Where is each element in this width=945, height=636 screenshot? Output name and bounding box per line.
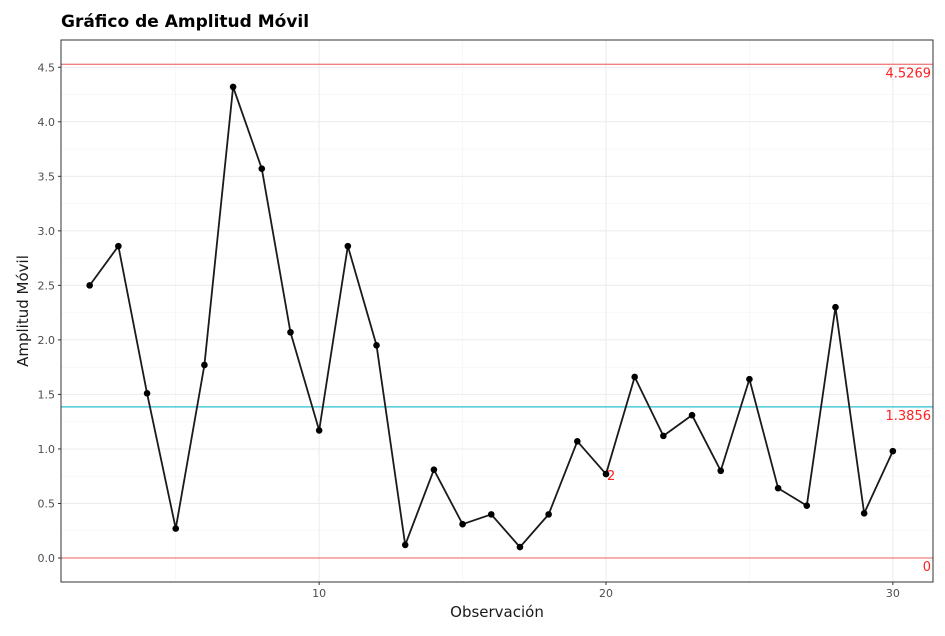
data-point	[688, 411, 696, 419]
chart-title: Gráfico de Amplitud Móvil	[61, 12, 309, 32]
y-axis-title: Amplitud Móvil	[14, 255, 32, 367]
y-tick-label: 4.0	[38, 116, 56, 129]
y-tick-label: 4.5	[38, 61, 56, 74]
reference-line-label: 0	[923, 560, 931, 575]
data-point	[430, 466, 438, 473]
data-point	[344, 242, 352, 250]
y-tick-label: 3.5	[38, 170, 56, 183]
reference-lines	[61, 63, 933, 559]
y-tick-label: 1.5	[38, 388, 56, 401]
data-point	[115, 242, 122, 250]
y-tick-label: 3.0	[38, 225, 56, 238]
data-point	[487, 511, 495, 518]
y-tick-label: 0.5	[38, 497, 56, 510]
data-point	[315, 427, 323, 434]
data-point	[143, 390, 151, 397]
data-point	[574, 438, 581, 445]
series-line	[88, 86, 894, 549]
data-point	[201, 361, 208, 369]
data-point	[774, 484, 782, 492]
y-tick-label: 2.5	[38, 279, 56, 292]
data-point	[660, 432, 667, 440]
x-tick-label: 20	[599, 587, 613, 600]
y-tick-label: 1.0	[38, 443, 56, 456]
reference-line-label: 1.3856	[886, 409, 932, 424]
data-point	[889, 447, 897, 455]
data-point	[631, 373, 638, 381]
data-point	[602, 470, 610, 478]
grid-layer	[61, 40, 933, 582]
data-point	[258, 165, 266, 172]
series-layer	[86, 83, 897, 551]
data-point	[803, 502, 811, 509]
axis-layer: 0.0 0.5 1.0 1.5 2.0 2.5 3.0 3.5 4.0 4.5 10 20 30	[38, 61, 900, 600]
data-point	[717, 467, 725, 475]
point-annotation: 2	[607, 469, 615, 484]
data-point	[832, 303, 839, 311]
x-axis-title: Observación	[450, 603, 544, 621]
data-point	[86, 282, 93, 289]
data-point	[516, 543, 524, 551]
y-tick-label: 0.0	[38, 552, 56, 565]
x-tick-label: 10	[312, 587, 326, 600]
x-tick-label: 30	[886, 587, 900, 600]
y-tick-label: 2.0	[38, 334, 56, 347]
data-point	[229, 83, 237, 91]
data-point	[746, 375, 753, 383]
data-point	[545, 511, 552, 518]
data-point	[860, 509, 868, 517]
data-point	[459, 520, 466, 528]
data-point	[401, 541, 409, 549]
data-point	[373, 342, 380, 349]
data-point	[172, 525, 180, 532]
reference-line-label: 4.5269	[886, 66, 932, 81]
label-layer: 4.5269 1.3856 0 2	[607, 66, 931, 575]
data-point	[287, 328, 294, 336]
plot-panel-border	[60, 39, 934, 583]
